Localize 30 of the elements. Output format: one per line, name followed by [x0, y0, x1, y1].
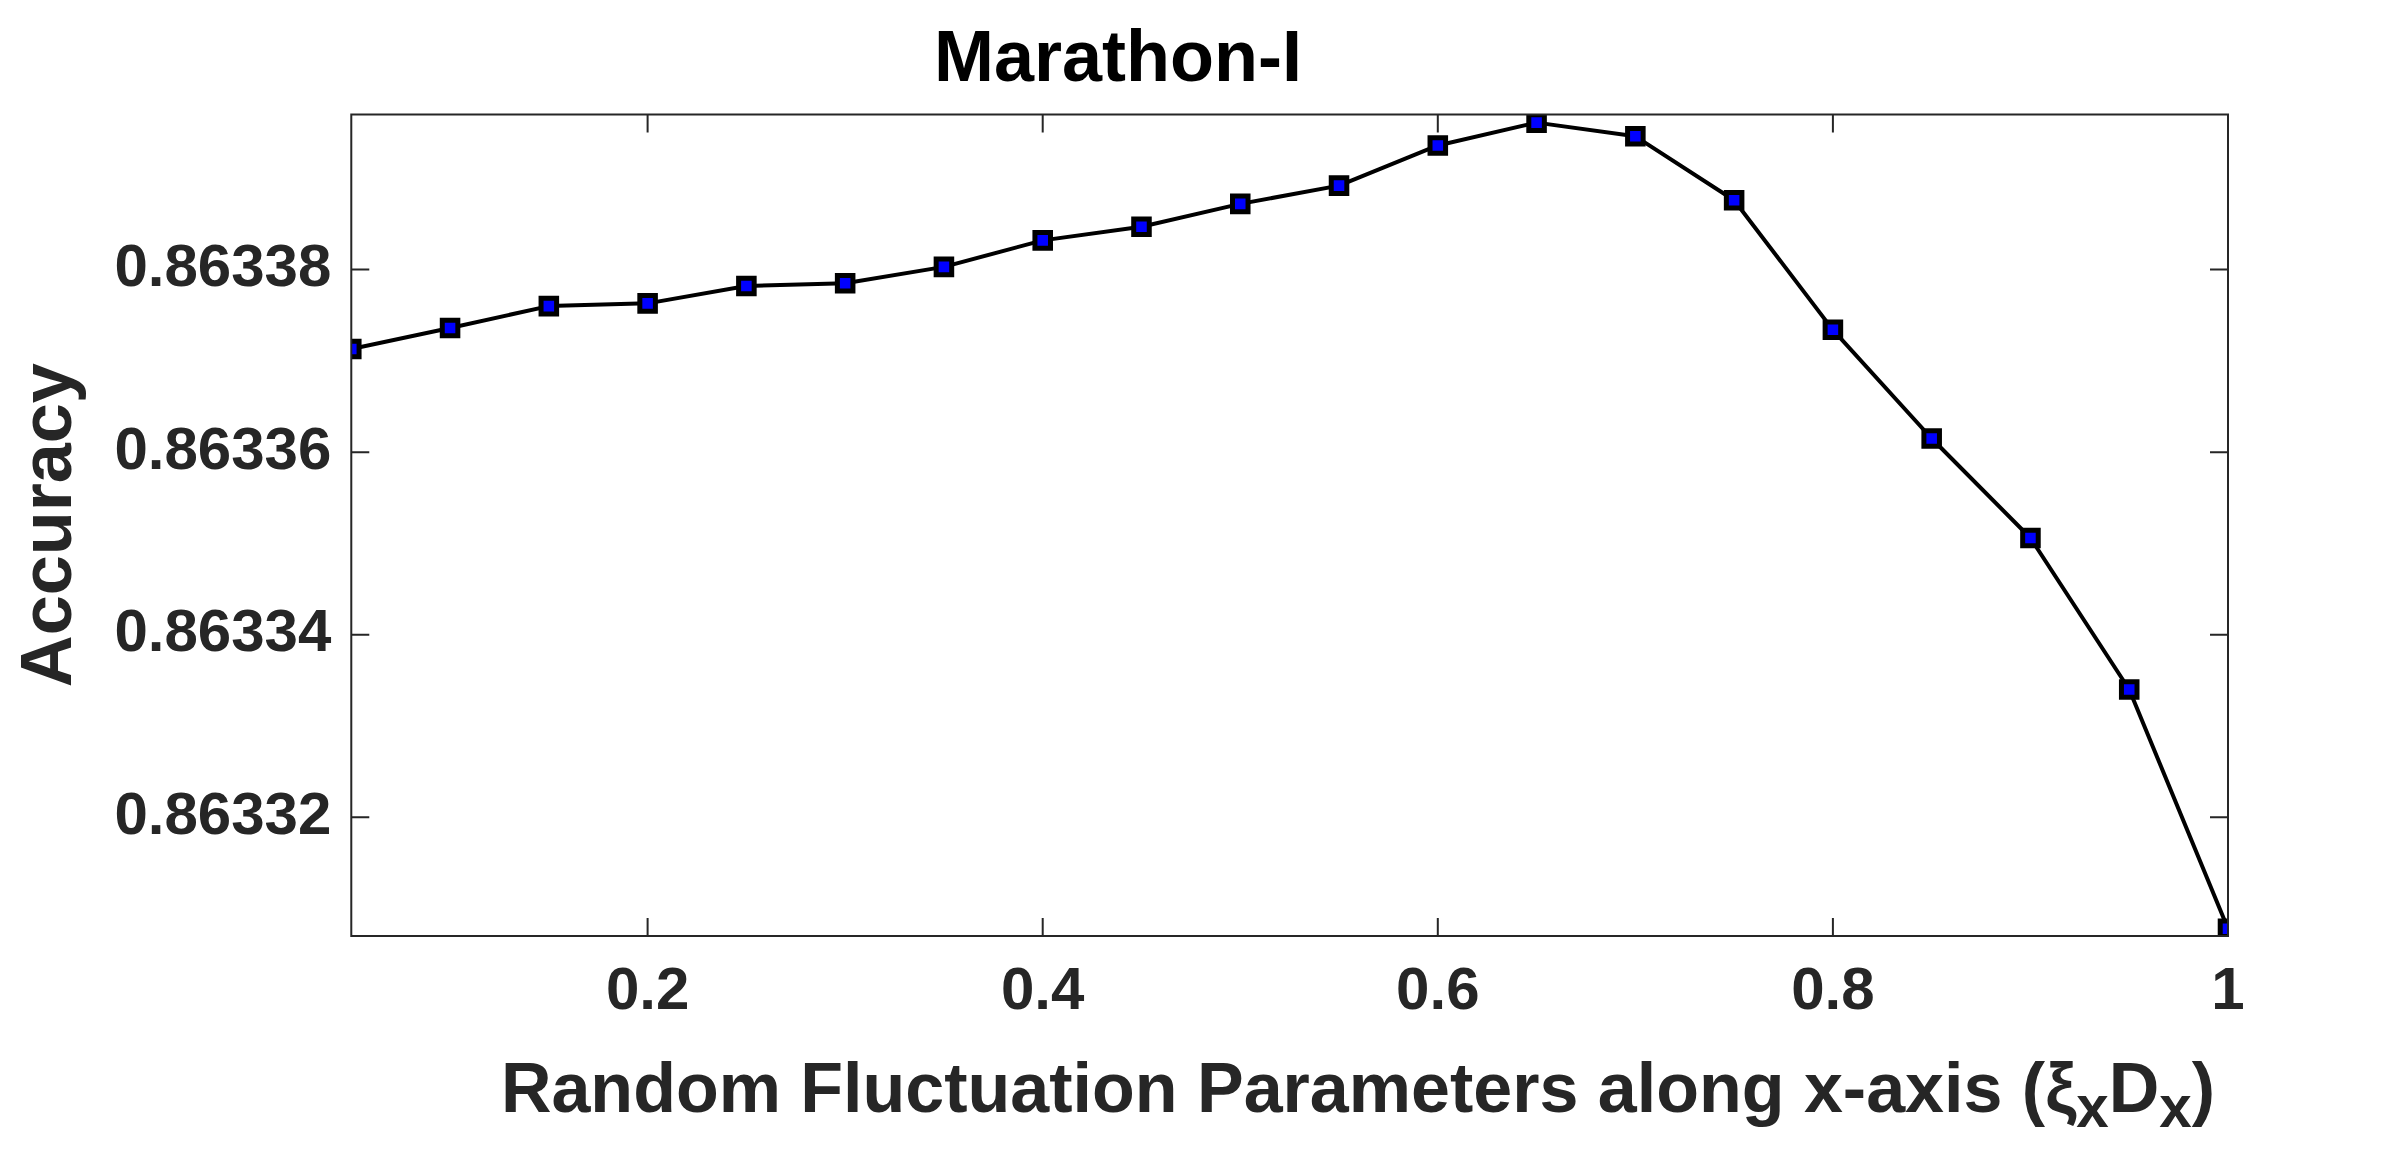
y-tick-label: 0.86338: [114, 232, 332, 300]
point: [1032, 230, 1053, 251]
point: [538, 295, 560, 317]
x-tick-label: 0.2: [605, 954, 690, 1022]
point: [1526, 114, 1547, 133]
y-axis-title: Accuracy: [6, 363, 87, 688]
point: [736, 275, 757, 297]
x-tick-label: 1: [2211, 954, 2245, 1022]
y-tick-label: 0.86332: [114, 779, 332, 847]
point: [1723, 189, 1745, 211]
point: [933, 256, 955, 278]
point: [2020, 527, 2041, 549]
point: [1229, 193, 1251, 215]
point: [2118, 679, 2140, 700]
point: [1921, 428, 1942, 449]
chart-title: Marathon-I: [934, 16, 1302, 97]
point: [834, 273, 856, 294]
point: [1625, 126, 1646, 147]
y-tick-label: 0.86336: [114, 414, 332, 482]
point: [1427, 135, 1449, 156]
point: [1822, 319, 1844, 341]
point: [1328, 175, 1350, 196]
x-tick-label: 0.6: [1396, 954, 1480, 1022]
x-axis-title: Random Fluctuation Parameters along x-axis (ξ$_{x}$D$_{x}$): [499, 1048, 2217, 1140]
y-tick-label: 0.86334: [114, 597, 332, 665]
x-tick-label: 0.4: [1001, 954, 1086, 1022]
x-tick-label: 0.8: [1791, 954, 1875, 1022]
point: [439, 317, 461, 339]
point: [1131, 216, 1152, 237]
point: [637, 293, 658, 314]
